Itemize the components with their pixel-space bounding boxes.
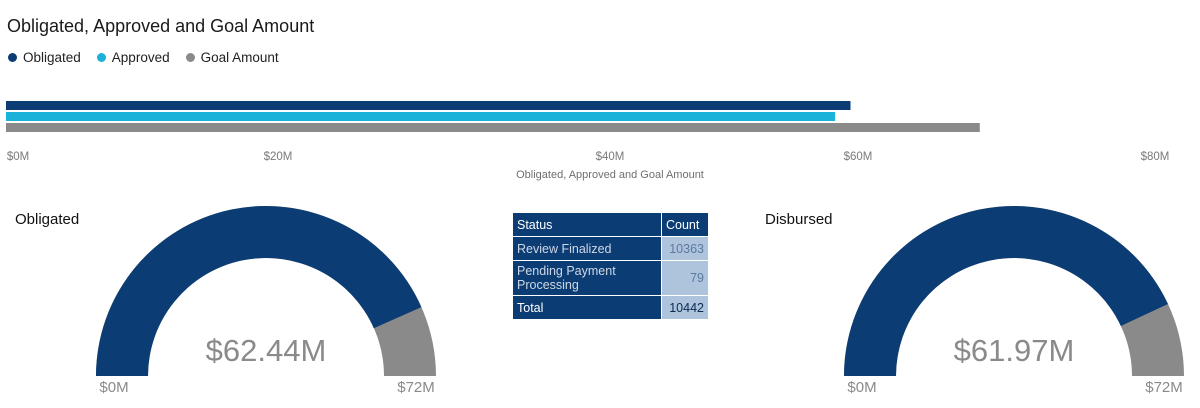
legend-dot-obligated: [8, 53, 17, 62]
gauge-disbursed-value: $61.97M: [953, 333, 1075, 368]
gauge-obligated-value: $62.44M: [205, 333, 327, 368]
legend-dot-goal: [185, 53, 195, 62]
table-header-status[interactable]: Status: [513, 213, 661, 236]
legend-item-approved[interactable]: Approved: [96, 50, 170, 65]
x-tick-60: $60M: [843, 151, 873, 163]
gauge-obligated-min: $0M: [99, 379, 129, 396]
gauge-title-obligated: Obligated: [15, 211, 80, 228]
table-total-label: Total: [513, 296, 661, 319]
x-axis-label: Obligated, Approved and Goal Amount: [516, 169, 704, 181]
legend: Obligated Approved Goal Amount: [8, 50, 279, 65]
gauge-disbursed-fill: [844, 206, 1168, 376]
table-header-count[interactable]: Count: [662, 213, 708, 236]
legend-item-obligated[interactable]: Obligated: [8, 50, 81, 65]
x-tick-0: $0M: [6, 151, 30, 163]
legend-label-obligated: Obligated: [23, 50, 81, 65]
table-cell-status: Pending Payment Processing: [513, 261, 661, 295]
bar-approved[interactable]: [6, 112, 836, 121]
gauge-obligated: [96, 205, 436, 376]
table-cell-count: 10363: [662, 237, 708, 260]
table-cell-count: 79: [662, 261, 708, 295]
table-cell-status: Review Finalized: [513, 237, 661, 260]
table-total-value: 10442: [662, 296, 708, 319]
x-tick-40: $40M: [595, 151, 625, 163]
table-row: Pending Payment Processing 79: [513, 261, 708, 295]
legend-label-approved: Approved: [111, 50, 170, 65]
legend-label-goal: Goal Amount: [200, 50, 279, 65]
x-tick-80: $80M: [1140, 151, 1170, 163]
bar-chart: [6, 101, 980, 132]
status-table: Status Count Review Finalized 10363 Pend…: [512, 212, 709, 320]
bar-goal-amount[interactable]: [6, 123, 980, 132]
x-tick-20: $20M: [263, 151, 293, 163]
gauge-disbursed-max: $72M: [1145, 379, 1183, 396]
gauge-title-disbursed: Disbursed: [765, 211, 833, 228]
table-header-row: Status Count: [513, 213, 708, 236]
gauge-disbursed-min: $0M: [847, 379, 877, 396]
bar-obligated[interactable]: [6, 101, 851, 110]
gauge-obligated-fill: [96, 205, 422, 376]
chart-title: Obligated, Approved and Goal Amount: [7, 16, 315, 36]
table-row: Review Finalized 10363: [513, 237, 708, 260]
legend-dot-approved: [96, 53, 106, 62]
table-total-row: Total 10442: [513, 296, 708, 319]
gauge-disbursed: [844, 206, 1184, 376]
legend-item-goal[interactable]: Goal Amount: [185, 50, 279, 65]
gauge-obligated-max: $72M: [397, 379, 435, 396]
